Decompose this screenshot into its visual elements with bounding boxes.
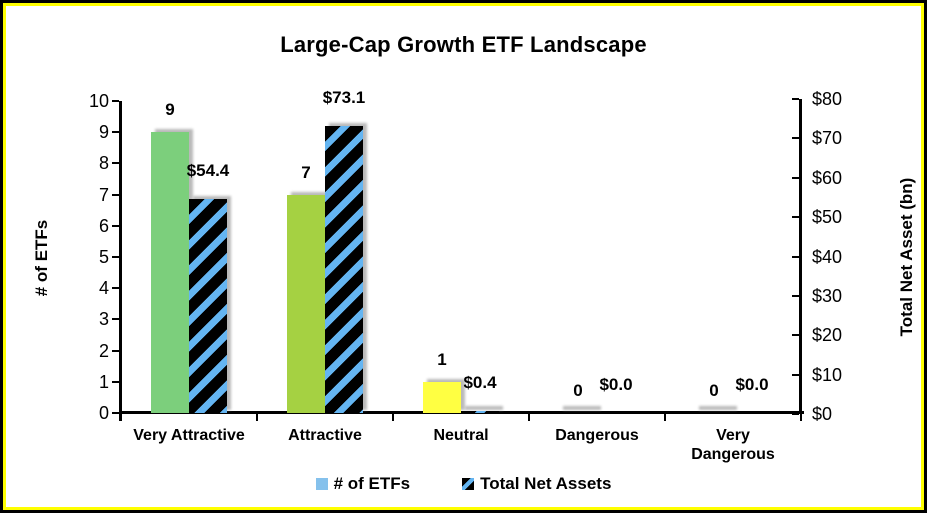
etf-count-label: 0 xyxy=(709,381,719,400)
right-axis-tick xyxy=(792,216,799,218)
legend-label-etfs: # of ETFs xyxy=(333,474,411,493)
left-axis-tick xyxy=(112,194,119,196)
bar-shadow xyxy=(465,406,503,410)
net-assets-label: $54.4 xyxy=(186,161,230,180)
left-axis-tick-label: 10 xyxy=(88,91,109,111)
left-axis-tick-label: 4 xyxy=(98,278,109,298)
category-label: Dangerous xyxy=(555,427,639,444)
net-assets-label: $73.1 xyxy=(322,88,366,107)
left-axis-tick-label: 7 xyxy=(98,185,109,205)
right-axis-tick-label: $60 xyxy=(812,168,843,188)
net-assets-label: $0.0 xyxy=(599,375,633,394)
bar-shadow xyxy=(563,406,601,410)
right-axis-tick-label: $70 xyxy=(812,128,843,148)
bottom-axis-tick xyxy=(528,413,530,421)
bottom-axis-tick xyxy=(800,413,802,421)
etfs-legend-swatch-icon xyxy=(315,478,328,490)
left-axis-tick-label: 9 xyxy=(98,122,109,142)
legend-label-total-net-assets: Total Net Assets xyxy=(480,474,612,493)
net-assets-label: $0.0 xyxy=(735,375,769,394)
left-axis-tick xyxy=(112,131,119,133)
bottom-axis-tick xyxy=(664,413,666,421)
left-axis-tick-label: 8 xyxy=(98,153,109,173)
right-axis-tick-label: $50 xyxy=(812,207,843,227)
right-axis-tick xyxy=(792,295,799,297)
left-axis-tick xyxy=(112,318,119,320)
bar-etfs xyxy=(423,382,461,413)
etf-count-label: 9 xyxy=(165,100,175,119)
etf-count-label: 1 xyxy=(437,350,447,369)
frame-yellow-border: Large-Cap Growth ETF Landscape # of ETFs… xyxy=(3,3,924,510)
left-axis-tick-label: 6 xyxy=(98,216,109,236)
etf-count-label: 7 xyxy=(301,163,311,182)
left-axis-tick xyxy=(112,225,119,227)
left-axis-tick-label: 5 xyxy=(98,247,109,267)
right-axis-tick-label: $20 xyxy=(812,325,843,345)
bottom-axis-tick xyxy=(392,413,394,421)
right-axis-tick xyxy=(792,374,799,376)
right-axis-tick xyxy=(792,256,799,258)
left-axis-tick-label: 2 xyxy=(98,341,109,361)
right-axis-tick xyxy=(792,98,799,100)
category-label: Very Attractive xyxy=(133,427,245,444)
right-axis-tick xyxy=(792,137,799,139)
category-label: Very Dangerous xyxy=(691,427,775,463)
bar-total-net-assets xyxy=(461,411,499,413)
legend: # of ETFs Total Net Assets xyxy=(6,474,921,494)
category-label: Neutral xyxy=(433,427,489,444)
total-net-assets-legend-swatch-icon xyxy=(462,478,475,490)
left-axis-tick xyxy=(112,256,119,258)
left-axis-tick-label: 3 xyxy=(98,309,109,329)
legend-item-total-net-assets: Total Net Assets xyxy=(462,474,611,494)
left-axis-tick xyxy=(112,100,119,102)
right-axis-tick-label: $0 xyxy=(812,404,833,424)
left-axis-tick xyxy=(112,162,119,164)
chart-canvas: Large-Cap Growth ETF Landscape # of ETFs… xyxy=(6,6,921,507)
right-axis-tick-label: $30 xyxy=(812,286,843,306)
left-axis-tick-label: 0 xyxy=(98,403,109,423)
right-axis-tick-label: $80 xyxy=(812,89,843,109)
left-axis-line xyxy=(119,101,122,421)
right-axis-tick xyxy=(792,413,799,415)
right-axis-tick xyxy=(792,177,799,179)
right-axis-line xyxy=(799,99,802,414)
legend-item-etfs: # of ETFs xyxy=(315,474,411,494)
left-axis-tick xyxy=(112,412,119,414)
right-axis-tick-label: $10 xyxy=(812,365,843,385)
left-axis-tick xyxy=(112,381,119,383)
left-axis-tick-label: 1 xyxy=(98,372,109,392)
right-axis-title: Total Net Asset (bn) xyxy=(897,177,916,337)
left-axis-tick xyxy=(112,287,119,289)
etf-count-label: 0 xyxy=(573,381,583,400)
bottom-axis-tick xyxy=(256,413,258,421)
chart-title: Large-Cap Growth ETF Landscape xyxy=(280,32,647,57)
category-label: Attractive xyxy=(288,427,362,444)
bar-total-net-assets xyxy=(189,199,227,413)
bar-etfs xyxy=(287,195,325,413)
bar-etfs xyxy=(151,132,189,413)
bottom-axis-tick xyxy=(120,413,122,421)
right-axis-tick-label: $40 xyxy=(812,247,843,267)
right-axis-tick xyxy=(792,334,799,336)
left-axis-tick xyxy=(112,350,119,352)
bar-shadow xyxy=(699,406,737,410)
bar-total-net-assets xyxy=(325,126,363,413)
net-assets-label: $0.4 xyxy=(463,373,497,392)
